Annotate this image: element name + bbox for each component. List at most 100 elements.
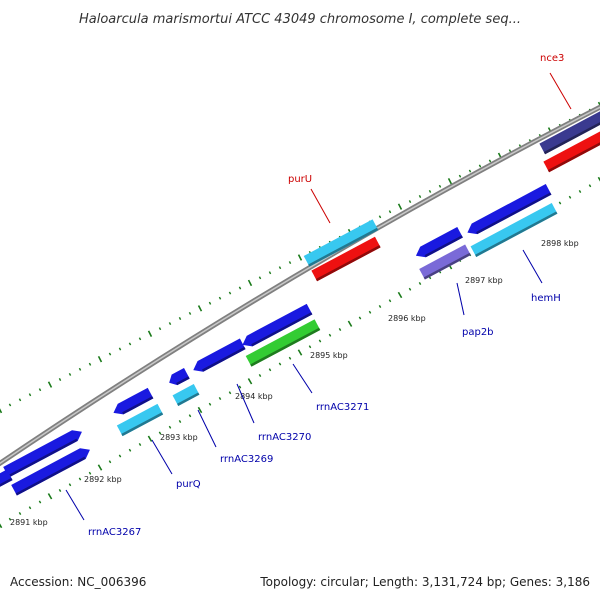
leader-line-pap2b [456,282,465,316]
inner-tick [97,464,103,471]
gene-blue-outer-7-highlight [471,184,548,227]
outer-tick [597,101,600,107]
outer-tick [108,352,112,356]
gene-blue-inner-1 [11,448,90,496]
leader-line-purQ [151,439,173,475]
gene-red-nce3 [543,131,600,173]
gene-blue-outer-6-highlight [420,226,459,250]
gene-red-purU [311,236,381,282]
gene-blue-outer-5-highlight [246,303,309,339]
outer-tick [288,261,292,265]
inner-tick [8,517,12,521]
outer-tick [297,254,303,261]
outer-tick [418,195,422,198]
gene-blue-outer-3 [169,367,190,386]
outer-tick [197,305,203,312]
inner-tick [308,345,312,349]
outer-tick [138,337,142,341]
gene-cyan-rrnAC3269-shadow [177,392,200,406]
gene-cyan-purU-highlight [303,219,374,259]
inner-tick [388,299,392,303]
inner-tick [158,431,162,435]
tick-label: 2894 kbp [235,392,273,401]
outer-tick [18,398,22,402]
outer-tick [68,372,72,376]
outer-tick [458,174,462,178]
gene-lavender-pap2b-body [419,244,471,280]
gene-red-purU-highlight [311,236,377,274]
tick-label: 2897 kbp [465,276,503,285]
gene-label-rrnAC3270: rrnAC3270 [258,432,311,443]
inner-tick [558,201,562,205]
tick-label: 2896 kbp [388,314,426,323]
tick-label: 2898 kbp [541,239,579,248]
outer-tick [147,330,153,337]
inner-tick [88,471,92,475]
map-title: Haloarcula marismortui ATCC 43049 chromo… [79,12,521,27]
gene-red-nce3-shadow [547,142,600,173]
inner-tick [38,500,42,504]
gene-blue-outer-4-shadow [202,346,246,372]
outer-tick [58,378,62,381]
outer-tick [47,381,53,388]
gene-blue-outer-0 [0,469,13,487]
gene-blue-outer-7 [467,184,552,235]
leader-line-rrnAC3271 [292,363,313,394]
gene-label-pap2b: pap2b [462,327,494,338]
outer-tick [158,327,162,331]
gene-blue-outer-4 [193,338,246,372]
gene-features [0,111,600,496]
inner-tick [128,448,132,452]
gene-blue-outer-1 [3,430,82,478]
outer-tick [478,164,482,168]
outer-tick [258,276,262,280]
inner-tick [58,489,62,492]
inner-tick [408,287,412,291]
gene-cyan-purU [303,219,379,267]
gene-cyan-purQ-body [116,403,164,437]
gene-cyan-rrnAC3269-body [172,384,200,406]
gene-blue-outer-6-body [415,226,463,258]
inner-tick [28,506,32,510]
gene-blue-outer-2-highlight [117,387,150,407]
inner-tick [218,397,222,400]
outer-tick [218,296,222,300]
inner-tick [68,483,72,487]
gene-blue-outer-2 [113,387,154,415]
gene-cyan-rrnAC3269 [172,384,200,406]
outer-tick [208,301,212,305]
outer-tick [128,342,132,346]
inner-tick [18,512,22,515]
inner-tick [268,368,272,372]
gene-green-rrnAC3271-highlight [245,319,316,359]
inner-tick [588,184,592,188]
gene-cyan-purU-shadow [308,227,379,267]
outer-tick [268,271,272,275]
gene-blue-outer-4-highlight [197,338,242,364]
inner-tick [258,374,262,377]
inner-tick [178,420,182,423]
tick-label: 2891 kbp [10,518,48,527]
gene-blue-outer-5 [242,303,313,347]
inner-tick [378,305,382,308]
inner-tick [568,195,572,199]
leader-line-nce3 [549,72,572,110]
gene-blue-outer-6-shadow [424,235,463,258]
gene-blue-outer-5-body [242,303,313,347]
inner-tick [297,349,303,356]
outer-tick [278,266,282,270]
gene-blue-outer-1-shadow [7,438,78,478]
inner-tick [418,282,422,285]
inner-tick [597,176,600,182]
gene-blue-outer-1-highlight [3,430,74,470]
gene-lavender-pap2b-highlight [419,244,467,272]
gene-blue-inner-1-body [11,448,90,496]
inner-tick [138,443,142,446]
gene-label-purQ: purQ [176,479,201,490]
inner-tick [358,316,362,320]
inner-tick [188,414,192,418]
gene-blue-outer-1-body [3,430,82,478]
inner-tick [197,406,203,414]
gene-blue-outer-6 [415,226,463,258]
